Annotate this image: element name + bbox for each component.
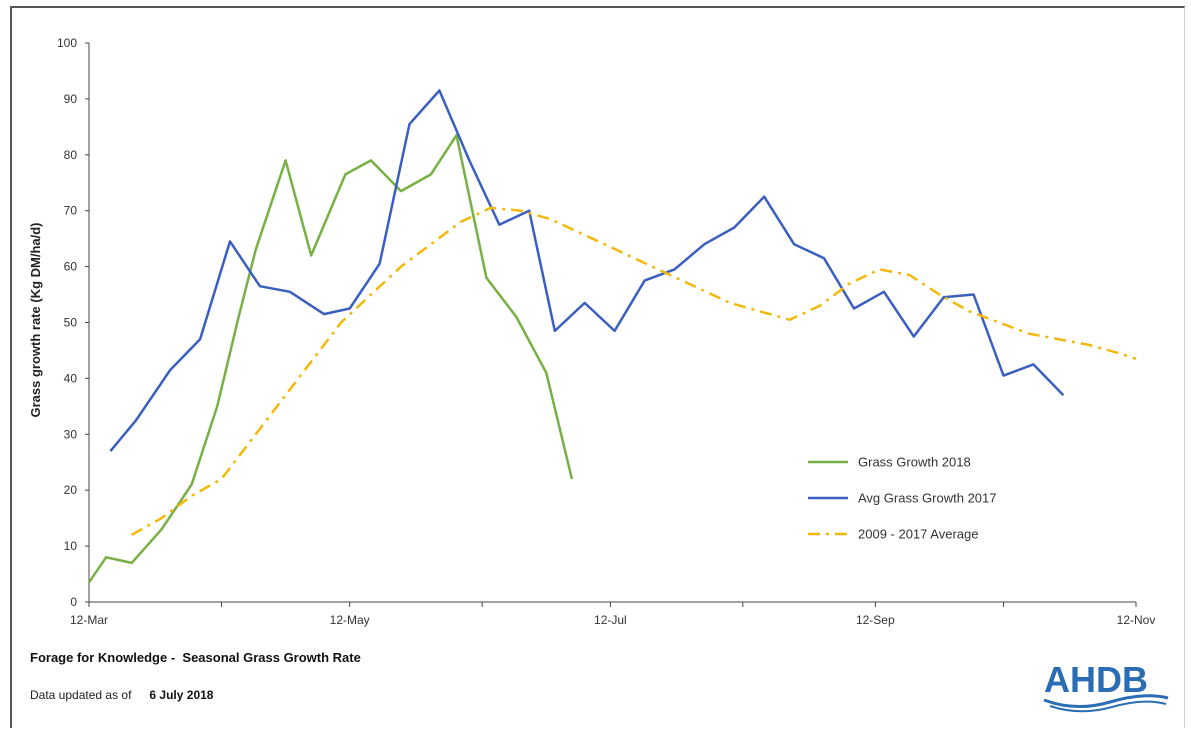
y-tick-label: 100 [57,36,77,50]
logo-text: AHDB [1044,659,1148,700]
series-line-1 [87,133,574,584]
legend-label: Avg Grass Growth 2017 [858,491,997,506]
chart-axes [88,43,1136,603]
x-tick-label: 12-Mar [70,613,108,627]
chart-frame [10,6,1185,728]
data-updated-line: Data updated as of 6 July 2018 [30,688,213,702]
legend-label: Grass Growth 2018 [858,455,971,470]
series-line-2 [109,89,1065,452]
y-tick-label: 30 [64,427,78,441]
chart-series [87,89,1137,584]
series-line-3 [131,206,1137,536]
y-tick-label: 70 [64,204,78,218]
x-tick-label: 12-Sep [856,613,895,627]
y-tick-label: 80 [64,148,78,162]
x-tick-label: 12-Jul [594,613,627,627]
x-tick-label: 12-May [330,613,370,627]
y-axis-ticks: 0 10 20 30 40 50 60 70 80 90 100 [57,36,89,609]
logo-wave-2 [1049,700,1167,713]
y-tick-label: 20 [64,483,78,497]
updated-date: 6 July 2018 [149,688,214,702]
y-tick-label: 50 [64,316,78,330]
y-tick-label: 40 [64,371,78,385]
y-tick-label: 60 [64,260,78,274]
ahdb-logo: AHDB [1043,659,1169,713]
logo-wave-1 [1043,694,1169,709]
chart-legend: Grass Growth 2018 Avg Grass Growth 2017 20… [808,455,997,542]
updated-label: Data updated as of [30,688,132,702]
y-tick-label: 10 [64,539,78,553]
legend-label: 2009 - 2017 Average [858,527,978,542]
y-tick-label: 90 [64,92,78,106]
y-tick-label: 0 [70,595,77,609]
x-tick-label: 12-Nov [1117,613,1156,627]
y-axis-label: Grass growth rate (Kg DM/ha/d) [28,222,43,417]
chart-footer-title: Forage for Knowledge - Seasonal Grass Gr… [30,650,361,665]
x-axis-ticks: 12-Mar 12-May 12-Jul 12-Sep 12-Nov [70,602,1155,627]
